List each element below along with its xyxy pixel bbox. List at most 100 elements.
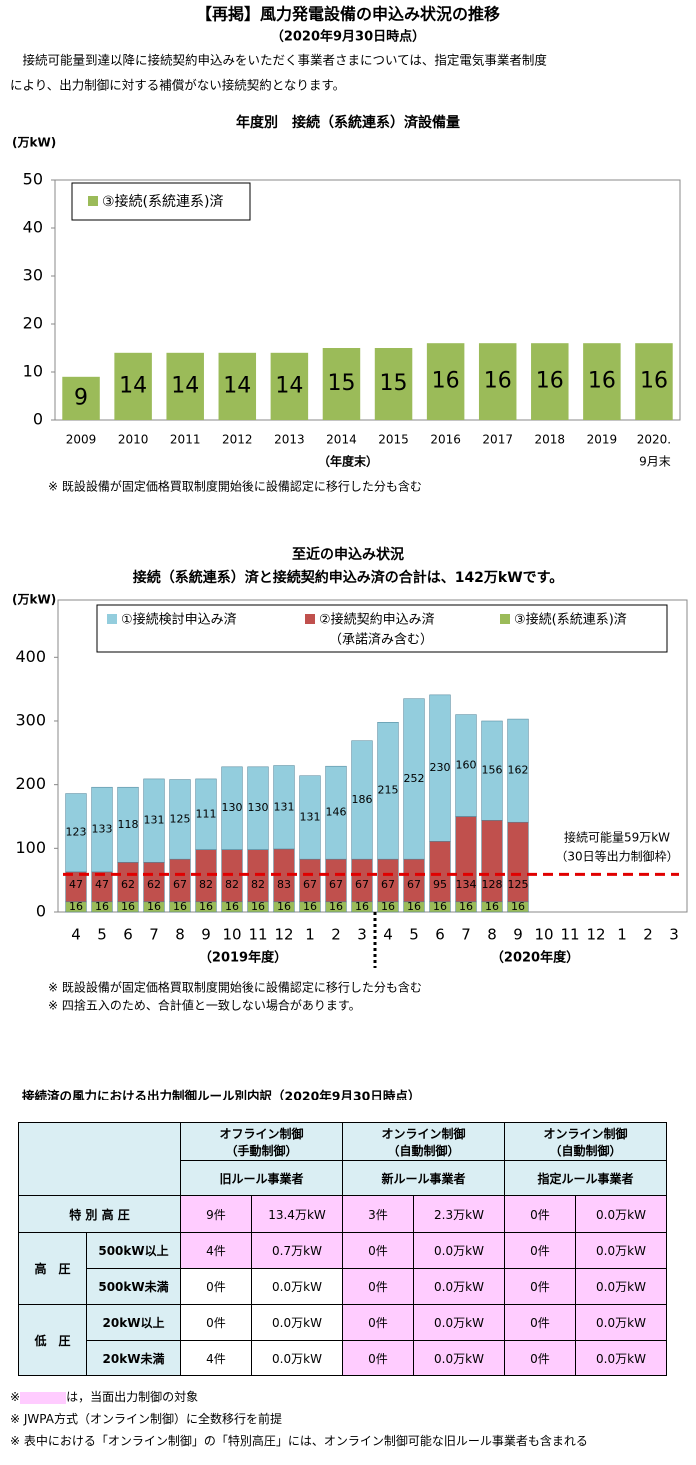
bar-segment	[481, 720, 503, 821]
header-text: （手動制御）	[225, 1143, 298, 1158]
data-label: 230	[430, 761, 451, 774]
data-label: 16	[277, 900, 291, 913]
cell: 0件	[504, 1340, 576, 1376]
x-tick-label: 9	[201, 926, 211, 944]
group-label: （2020年度）	[491, 950, 579, 966]
x-tick-label: 2016	[430, 433, 461, 447]
data-label: 9	[74, 385, 88, 410]
header-text: オンライン制御	[381, 1126, 466, 1141]
data-label: 67	[303, 878, 317, 891]
x-tick-label: 2	[643, 926, 653, 944]
cell: 0件	[342, 1340, 414, 1376]
data-label: 47	[95, 878, 109, 891]
data-label: 131	[300, 810, 321, 823]
y-tick-label: 40	[23, 218, 43, 237]
header-text: オフライン制御	[219, 1126, 304, 1141]
x-tick-label: 1	[617, 926, 627, 944]
x-tick-label: 2009	[66, 433, 97, 447]
x-tick-label: 2018	[535, 433, 566, 447]
data-label: 67	[355, 878, 369, 891]
x-tick-label: 5	[409, 926, 419, 944]
row-group: 高 圧	[18, 1232, 87, 1305]
y-tick-label: 50	[23, 170, 43, 189]
data-label: 14	[171, 373, 199, 398]
row-label: 20kW未満	[86, 1340, 181, 1376]
bar	[531, 343, 569, 420]
bar-segment	[299, 775, 321, 860]
x-tick-label: 2011	[170, 433, 201, 447]
bar	[374, 348, 413, 420]
data-label: 162	[508, 764, 529, 777]
header: オンライン制御 （自動制御）	[342, 1122, 505, 1161]
x-tick-label: 3	[357, 926, 367, 944]
x-tick-label: 10	[222, 926, 241, 944]
x-tick-label: 2013	[274, 433, 305, 447]
header: オンライン制御 （自動制御）	[504, 1122, 667, 1161]
data-label: 82	[251, 878, 265, 891]
page-title: 【再掲】風力発電設備の申込み状況の推移	[196, 5, 500, 24]
bar-segment	[325, 765, 347, 860]
data-label: 111	[196, 807, 217, 820]
y-tick-label: 300	[15, 710, 46, 729]
data-label: 16	[433, 900, 447, 913]
data-label: 125	[170, 812, 191, 825]
legend-swatch	[107, 614, 117, 624]
data-label: 133	[92, 823, 113, 836]
data-label: 16	[95, 900, 109, 913]
cell: 0.0万kW	[251, 1340, 343, 1376]
bar	[62, 376, 100, 420]
x-tick-label: 4	[71, 926, 81, 944]
data-label: 62	[121, 878, 135, 891]
data-label: 16	[485, 900, 499, 913]
note: ※ 既設設備が固定価格買取制度開始後に設備認定に移行した分も含む	[48, 479, 422, 494]
x-tick-label: 7	[461, 926, 471, 944]
header: 旧ルール事業者	[180, 1160, 343, 1196]
legend-swatch	[500, 614, 510, 624]
data-label: 14	[275, 373, 303, 398]
data-label: 16	[173, 900, 187, 913]
cell: 4件	[180, 1232, 252, 1269]
data-label: 82	[225, 878, 239, 891]
x-label: （年度末）	[318, 454, 378, 469]
data-label: 16	[381, 900, 395, 913]
x-tick-label: 2020.	[637, 433, 671, 447]
bar	[218, 352, 257, 420]
x-tick-label: 8	[175, 926, 185, 944]
data-label: 16	[536, 369, 564, 394]
data-label: 131	[274, 800, 295, 813]
header: 新ルール事業者	[342, 1160, 505, 1196]
header-text: オンライン制御	[543, 1126, 628, 1141]
bar-segment	[65, 793, 87, 873]
note: ※ 四捨五入のため、合計値と一致しない場合があります。	[48, 998, 361, 1013]
cell: 0.0万kW	[575, 1268, 667, 1305]
bar	[478, 343, 517, 420]
bar-segment	[429, 694, 451, 842]
cell: 0.0万kW	[575, 1195, 667, 1233]
header: 指定ルール事業者	[504, 1160, 667, 1196]
bar-segment	[143, 778, 165, 863]
x-tick-label: 2	[331, 926, 341, 944]
x-tick-label: 12	[586, 926, 605, 944]
bar-segment	[195, 778, 217, 850]
y-tick-label: 400	[15, 647, 46, 666]
cell: 0件	[504, 1268, 576, 1305]
data-label: 14	[223, 373, 251, 398]
table-title: 接続済の風力における出力制御ルール別内訳（2020年9月30日時点）	[22, 1089, 420, 1101]
bar-segment	[377, 722, 399, 860]
data-label: 16	[121, 900, 135, 913]
data-label: 67	[173, 878, 187, 891]
y-unit: (万kW)	[12, 593, 56, 607]
data-label: 16	[303, 900, 317, 913]
x-tick-label: 4	[383, 926, 393, 944]
x-tick-label: 8	[487, 926, 497, 944]
cell: 0件	[342, 1268, 414, 1305]
data-label: 186	[352, 793, 373, 806]
footnote: ※ 表中における「オンライン制御」の「特別高圧」には、オンライン制御可能な旧ルー…	[10, 1434, 588, 1448]
x-tick-label: 3	[669, 926, 679, 944]
legend	[96, 604, 668, 653]
cell: 0.0万kW	[413, 1304, 505, 1341]
bar-segment	[273, 765, 295, 850]
x-tick-label: 10	[534, 926, 553, 944]
y-tick-label: 30	[23, 266, 43, 285]
